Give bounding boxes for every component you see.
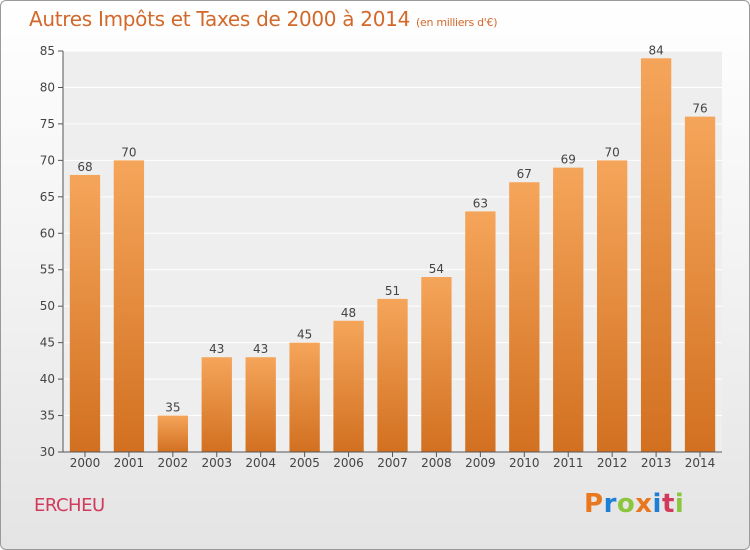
data-label-2003: 43	[209, 342, 224, 356]
x-tick-label-2012: 2012	[597, 456, 628, 470]
bar-2010	[509, 182, 540, 452]
y-tick-label: 70	[40, 153, 55, 167]
data-label-2013: 84	[648, 43, 663, 57]
bar-2013	[640, 58, 672, 453]
bar-2012	[597, 160, 628, 452]
x-tick-label-2005: 2005	[289, 456, 320, 470]
bar-2004	[245, 357, 276, 452]
data-label-2012: 70	[605, 145, 620, 159]
commune-name: ERCHEU	[34, 495, 105, 516]
bar-2005	[289, 342, 320, 452]
bar-2014	[684, 116, 716, 453]
x-tick-label-2010: 2010	[509, 456, 540, 470]
y-tick-label: 65	[40, 190, 55, 204]
bar-2007	[377, 298, 408, 452]
bar-2003	[201, 357, 232, 452]
x-tick-label-2004: 2004	[245, 456, 276, 470]
x-tick-label-2014: 2014	[685, 456, 716, 470]
x-tick-label-2003: 2003	[201, 456, 232, 470]
data-label-2005: 45	[297, 328, 312, 342]
proxiti-logo: Proxiti	[584, 489, 684, 519]
bar-2011	[553, 167, 584, 452]
x-tick-label-2011: 2011	[553, 456, 584, 470]
logo-letter: o	[616, 489, 636, 519]
logo-letter: t	[661, 489, 675, 519]
data-label-2000: 68	[77, 160, 92, 174]
bar-2002	[157, 415, 188, 452]
chart-subtitle: (en milliers d'€)	[416, 16, 498, 29]
data-labels: 68 70 35 43 43 45 48 51 54 63 67 69 70 84 76	[77, 43, 707, 414]
bar-2009	[465, 211, 496, 452]
y-tick-label: 35	[40, 409, 55, 423]
data-label-2006: 48	[341, 306, 356, 320]
y-tick-label: 80	[40, 80, 55, 94]
bar-2008	[421, 277, 452, 452]
x-tick-label-2007: 2007	[377, 456, 408, 470]
bars	[69, 58, 716, 453]
logo-letter: P	[584, 489, 604, 519]
axes: 30 35 40 45 50 55 60 65 70 75 80 85 2000 2001 2002 2003…	[40, 44, 722, 470]
logo-letter: i	[652, 489, 662, 519]
logo-letter: r	[603, 489, 617, 519]
x-tick-label-2001: 2001	[114, 456, 145, 470]
y-tick-label: 75	[40, 117, 55, 131]
y-tick-label: 50	[40, 299, 55, 313]
data-label-2001: 70	[121, 145, 136, 159]
x-tick-label-2013: 2013	[641, 456, 672, 470]
logo-letter: x	[635, 489, 653, 519]
data-label-2008: 54	[429, 262, 444, 276]
x-tick-label-2006: 2006	[333, 456, 364, 470]
data-label-2011: 69	[561, 153, 576, 167]
x-tick-label-2002: 2002	[158, 456, 189, 470]
chart-title: Autres Impôts et Taxes de 2000 à 2014 (en…	[29, 7, 497, 31]
y-tick-label: 85	[40, 44, 55, 58]
y-tick-label: 60	[40, 226, 55, 240]
x-tick-label-2000: 2000	[70, 456, 101, 470]
data-label-2014: 76	[692, 102, 707, 116]
data-label-2004: 43	[253, 342, 268, 356]
chart-title-text: Autres Impôts et Taxes de 2000 à 2014	[29, 7, 410, 31]
bar-2006	[333, 320, 364, 452]
data-label-2002: 35	[165, 401, 180, 415]
logo-letter: i	[674, 489, 685, 519]
data-label-2009: 63	[473, 196, 488, 210]
y-tick-label: 30	[40, 445, 55, 459]
bar-2001	[113, 160, 145, 452]
y-tick-label: 55	[40, 263, 55, 277]
x-tick-label-2008: 2008	[421, 456, 452, 470]
y-tick-label: 45	[40, 336, 55, 350]
bar-2000	[69, 174, 101, 453]
data-label-2007: 51	[385, 284, 400, 298]
data-label-2010: 67	[517, 167, 532, 181]
x-tick-label-2009: 2009	[465, 456, 496, 470]
y-tick-label: 40	[40, 372, 55, 386]
